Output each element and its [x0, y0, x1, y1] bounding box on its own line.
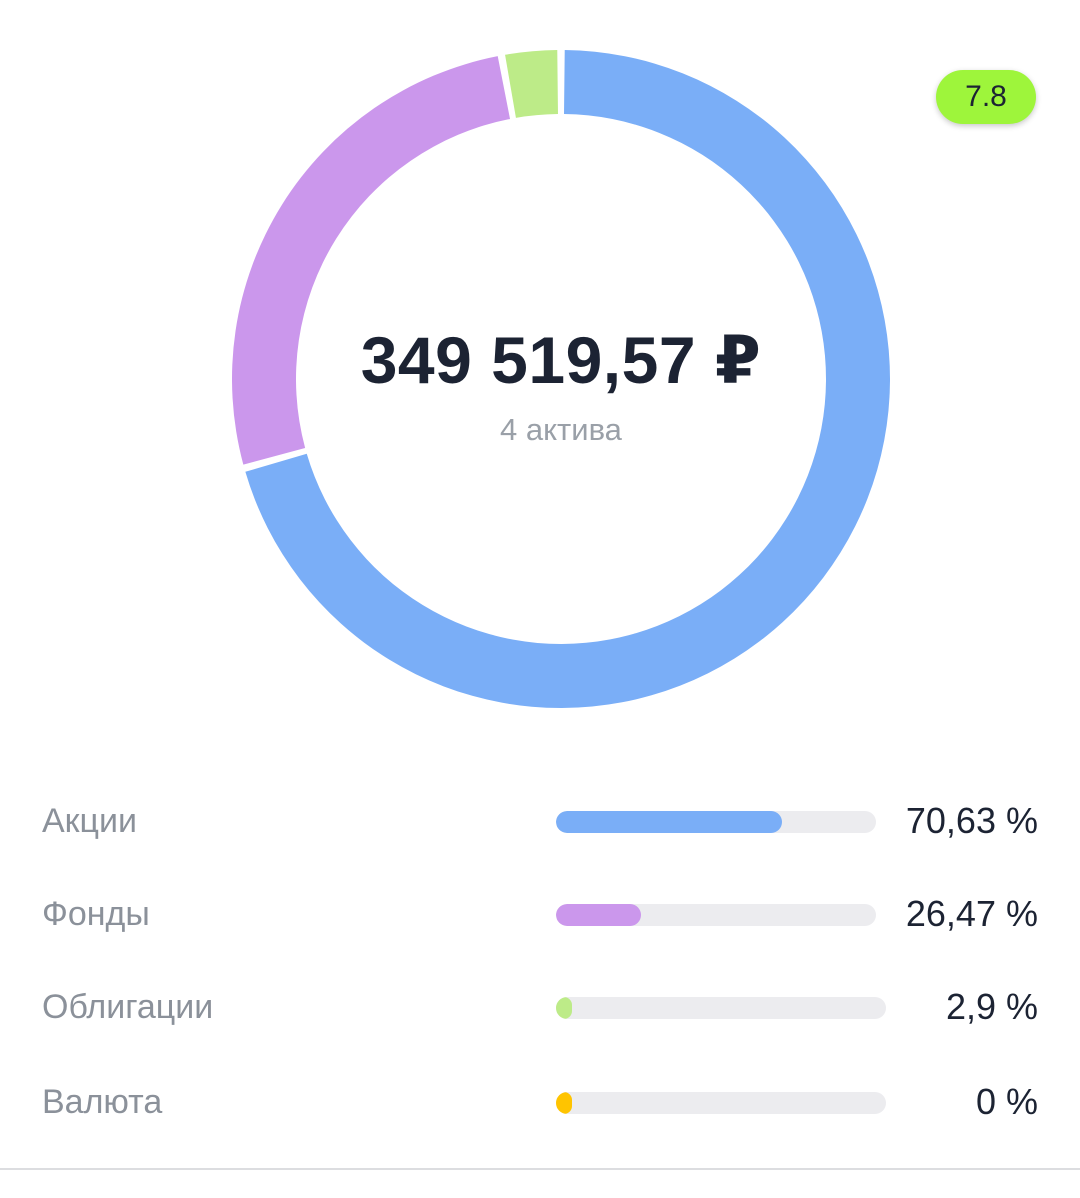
allocation-bar	[556, 997, 886, 1019]
allocation-bar-fill	[556, 1092, 572, 1114]
allocation-bar	[556, 904, 876, 926]
legend-row-stocks[interactable]: Акции 70,63 %	[0, 791, 1080, 851]
allocation-bar-fill	[556, 997, 572, 1019]
legend-percent: 70,63 %	[905, 800, 1038, 841]
assets-count: 4 актива	[500, 412, 622, 447]
allocation-donut-chart: 349 519,57 ₽ 4 актива	[232, 50, 890, 708]
score-badge[interactable]: 7.8	[936, 70, 1036, 124]
donut-segment-bonds[interactable]	[505, 50, 558, 118]
allocation-bar-fill	[556, 904, 641, 926]
legend-percent: 2,9 %	[945, 986, 1038, 1027]
portfolio-total: 349 519,57 ₽	[360, 323, 762, 397]
allocation-bar	[556, 1092, 886, 1114]
legend-row-currency[interactable]: Валюта 0 %	[0, 1072, 1080, 1132]
donut-svg	[232, 50, 890, 708]
allocation-bar-fill	[556, 811, 783, 833]
legend-label: Акции	[42, 802, 138, 840]
legend-row-funds[interactable]: Фонды 26,47 %	[0, 884, 1080, 944]
legend-row-bonds[interactable]: Облигации 2,9 %	[0, 977, 1080, 1037]
legend-label: Фонды	[42, 895, 150, 933]
allocation-bar	[556, 811, 876, 833]
legend-label: Облигации	[42, 988, 214, 1026]
legend-percent: 26,47 %	[905, 893, 1038, 934]
bottom-divider	[0, 1168, 1080, 1170]
legend-percent: 0 %	[975, 1081, 1038, 1122]
legend-label: Валюта	[42, 1083, 163, 1121]
donut-segment-funds[interactable]	[232, 56, 511, 465]
